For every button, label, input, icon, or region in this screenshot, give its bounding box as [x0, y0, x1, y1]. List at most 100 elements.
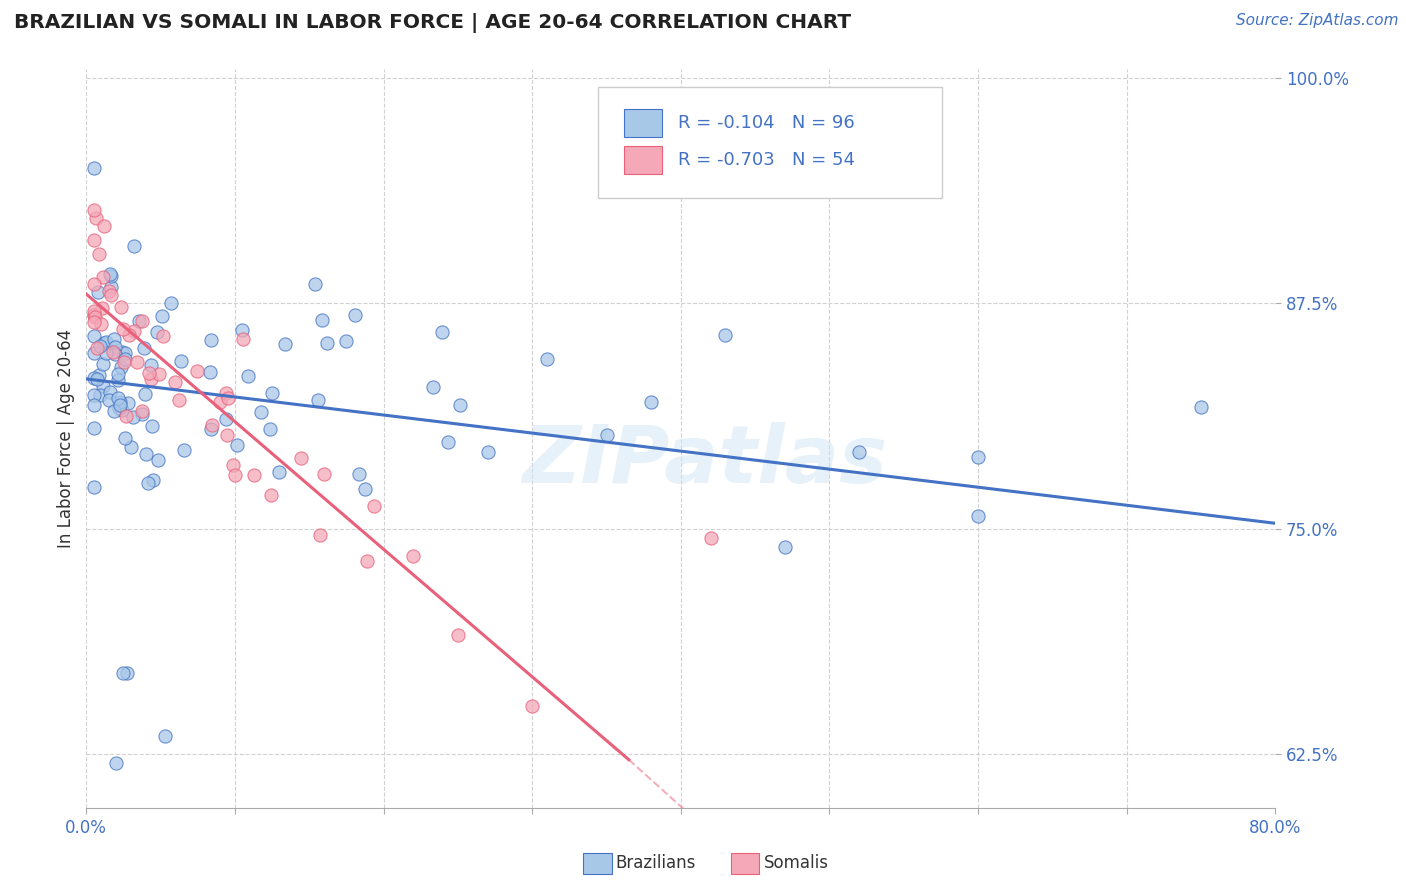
Point: [83, 308, 105, 322]
Point: [111, 344, 134, 359]
Point: [145, 325, 167, 339]
Text: BRAZILIAN VS SOMALI IN LABOR FORCE | AGE 20-64 CORRELATION CHART: BRAZILIAN VS SOMALI IN LABOR FORCE | AGE…: [14, 13, 851, 33]
Point: [84, 310, 107, 325]
Point: [101, 344, 124, 359]
Point: [108, 398, 131, 412]
Point: [215, 427, 238, 442]
Point: [91, 357, 114, 371]
Point: [967, 450, 990, 464]
Point: [603, 873, 626, 888]
Point: [98, 384, 121, 399]
Point: [311, 313, 333, 327]
Point: [114, 352, 136, 367]
Point: [152, 329, 174, 343]
Point: [714, 328, 737, 343]
Point: [449, 398, 471, 412]
Point: [86, 211, 108, 225]
Point: [128, 313, 150, 327]
Point: [100, 288, 122, 302]
Text: Somalis: Somalis: [763, 855, 828, 872]
Point: [132, 342, 155, 356]
Point: [138, 366, 160, 380]
Text: Source: ZipAtlas.com: Source: ZipAtlas.com: [1236, 13, 1399, 29]
Point: [186, 364, 208, 378]
Point: [139, 358, 162, 372]
Point: [83, 388, 105, 402]
Point: [89, 339, 111, 353]
Point: [363, 499, 385, 513]
Point: [114, 346, 136, 360]
Point: [347, 467, 370, 481]
Point: [83, 277, 105, 292]
Point: [160, 295, 183, 310]
Point: [422, 380, 444, 394]
Text: ZIPatlas: ZIPatlas: [522, 422, 887, 500]
Point: [260, 488, 283, 502]
Point: [1189, 400, 1212, 414]
Point: [131, 404, 153, 418]
Point: [447, 628, 470, 642]
Point: [848, 444, 870, 458]
Point: [354, 482, 377, 496]
Point: [640, 395, 662, 409]
Point: [402, 549, 425, 563]
Point: [131, 314, 153, 328]
Bar: [624, 109, 662, 137]
Point: [83, 233, 105, 247]
Point: [100, 268, 122, 283]
Point: [131, 407, 153, 421]
Point: [356, 553, 378, 567]
Point: [259, 422, 281, 436]
Point: [222, 458, 245, 473]
Point: [243, 467, 266, 482]
Point: [104, 347, 127, 361]
Point: [165, 375, 187, 389]
Point: [110, 359, 132, 374]
Text: Brazilians: Brazilians: [616, 855, 696, 872]
Point: [238, 368, 260, 383]
Y-axis label: In Labor Force | Age 20-64: In Labor Force | Age 20-64: [58, 329, 75, 548]
Point: [108, 395, 131, 409]
Point: [115, 666, 138, 681]
Point: [83, 304, 105, 318]
Point: [91, 301, 114, 315]
Point: [117, 328, 139, 343]
Point: [153, 729, 176, 743]
Point: [105, 756, 128, 771]
Point: [773, 540, 796, 554]
Point: [97, 284, 120, 298]
Point: [83, 315, 105, 329]
Point: [107, 367, 129, 381]
Point: [83, 161, 105, 175]
Point: [83, 308, 105, 322]
Point: [100, 280, 122, 294]
Bar: [624, 146, 662, 174]
Point: [315, 336, 337, 351]
Point: [477, 445, 499, 459]
Point: [115, 409, 138, 423]
Point: [107, 373, 129, 387]
Point: [112, 355, 135, 369]
Point: [104, 340, 127, 354]
Point: [93, 336, 115, 351]
Point: [93, 219, 115, 233]
Point: [217, 391, 239, 405]
Point: [152, 310, 174, 324]
Point: [103, 404, 125, 418]
Point: [148, 453, 170, 467]
Point: [134, 387, 156, 401]
Point: [290, 450, 312, 465]
Point: [249, 405, 271, 419]
Point: [167, 392, 190, 407]
Point: [198, 365, 221, 379]
Point: [83, 329, 105, 343]
Point: [141, 418, 163, 433]
Point: [269, 465, 291, 479]
Point: [94, 346, 117, 360]
Point: [967, 509, 990, 524]
Point: [98, 267, 121, 281]
Point: [86, 372, 108, 386]
Point: [86, 341, 108, 355]
Point: [110, 300, 132, 314]
Point: [139, 372, 162, 386]
